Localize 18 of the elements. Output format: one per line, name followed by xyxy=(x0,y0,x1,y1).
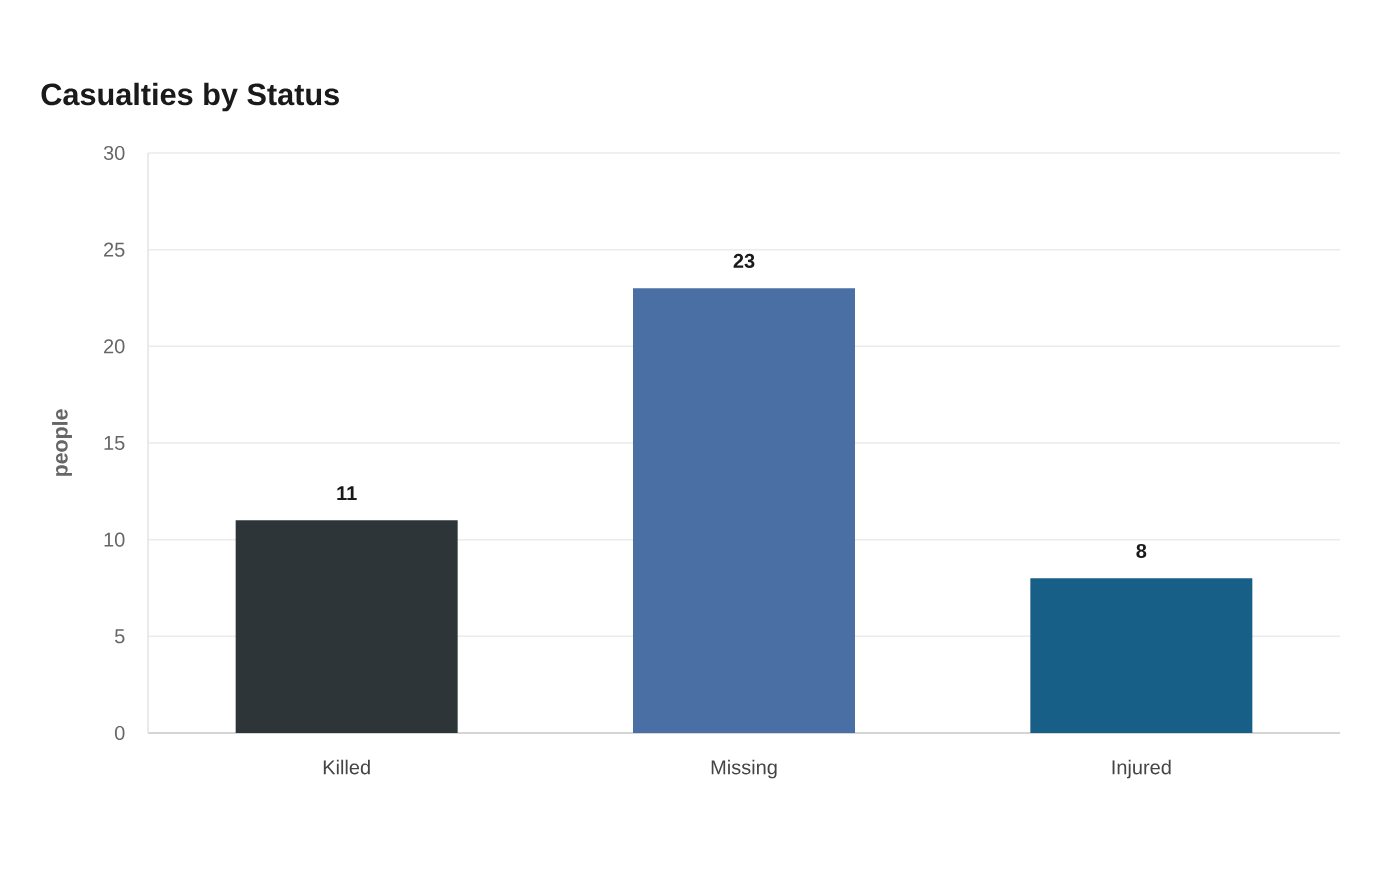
y-tick-label: 5 xyxy=(114,629,125,644)
bar xyxy=(633,288,855,733)
data-label: 23 xyxy=(733,253,755,269)
bar xyxy=(235,520,458,733)
y-tick-label: 15 xyxy=(104,436,125,450)
y-tick-label: 0 xyxy=(114,725,125,741)
y-tick-label: 25 xyxy=(104,242,125,257)
data-label: 11 xyxy=(337,486,357,501)
x-tick-label: Killed xyxy=(323,759,370,775)
y-tick-label: 30 xyxy=(103,145,125,161)
y-tick-label: 20 xyxy=(104,339,125,354)
x-tick-label: Missing xyxy=(711,759,777,779)
x-tick-label: Injured xyxy=(1112,759,1171,779)
y-tick-label: 10 xyxy=(104,532,125,547)
y-axis-title: people xyxy=(52,409,72,476)
chart-title: Casualties by Status xyxy=(41,82,339,112)
data-label: 8 xyxy=(1136,543,1147,559)
bar xyxy=(1030,578,1253,733)
